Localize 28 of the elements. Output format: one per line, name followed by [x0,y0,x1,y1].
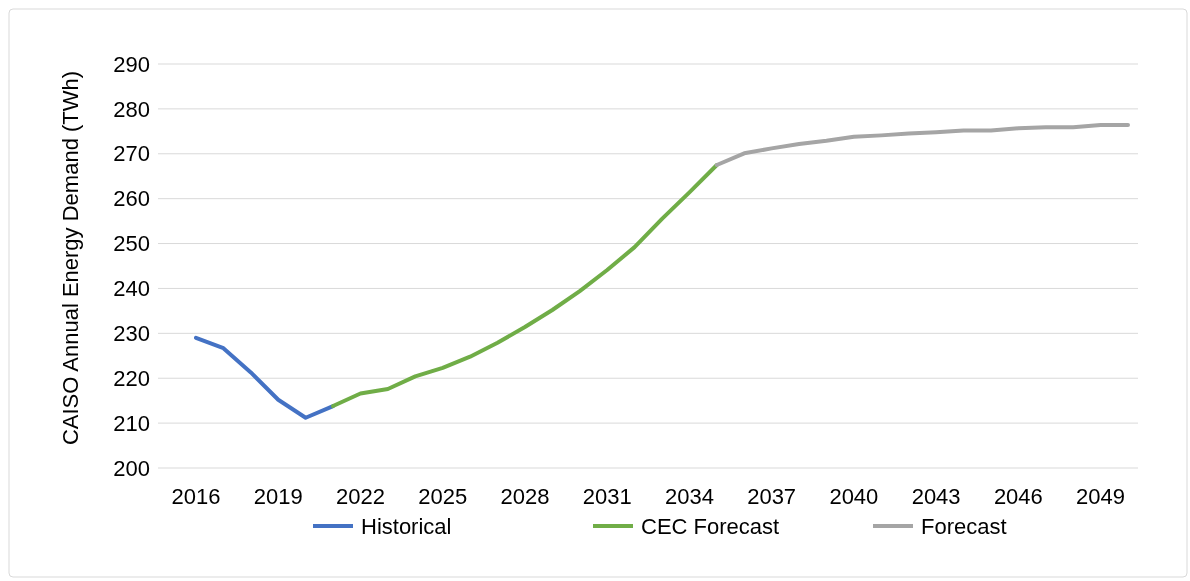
line-series [714,123,1130,167]
legend-label: CEC Forecast [641,513,780,539]
line-series [331,163,719,409]
x-tick-label: 2049 [1076,484,1126,509]
y-axis-title: CAISO Annual Energy Demand (TWh) [58,70,83,446]
y-tick-label: 290 [113,51,150,77]
x-tick-label: 2037 [747,484,797,509]
y-tick-label: 210 [113,410,150,436]
y-tick-label: 270 [113,141,150,167]
x-tick-label: 2040 [829,484,879,509]
x-tick-label: 2016 [171,484,221,509]
x-tick-label: 2031 [582,484,632,509]
x-tick-label: 2025 [418,484,468,509]
y-tick-label: 240 [113,276,150,302]
y-tick-label: 220 [113,365,150,391]
legend-label: Historical [361,513,452,539]
y-tick-label: 200 [113,455,150,481]
y-tick-label: 250 [113,231,150,257]
x-tick-label: 2034 [664,484,714,509]
x-tick-label: 2022 [335,484,385,509]
x-tick-label: 2028 [500,484,550,509]
y-tick-label: 280 [113,96,150,122]
x-tick-label: 2046 [993,484,1043,509]
x-tick-label: 2043 [911,484,961,509]
y-tick-label: 260 [113,186,150,212]
x-tick-label: 2019 [253,484,303,509]
legend-label: Forecast [921,513,1007,539]
y-tick-label: 230 [113,321,150,347]
